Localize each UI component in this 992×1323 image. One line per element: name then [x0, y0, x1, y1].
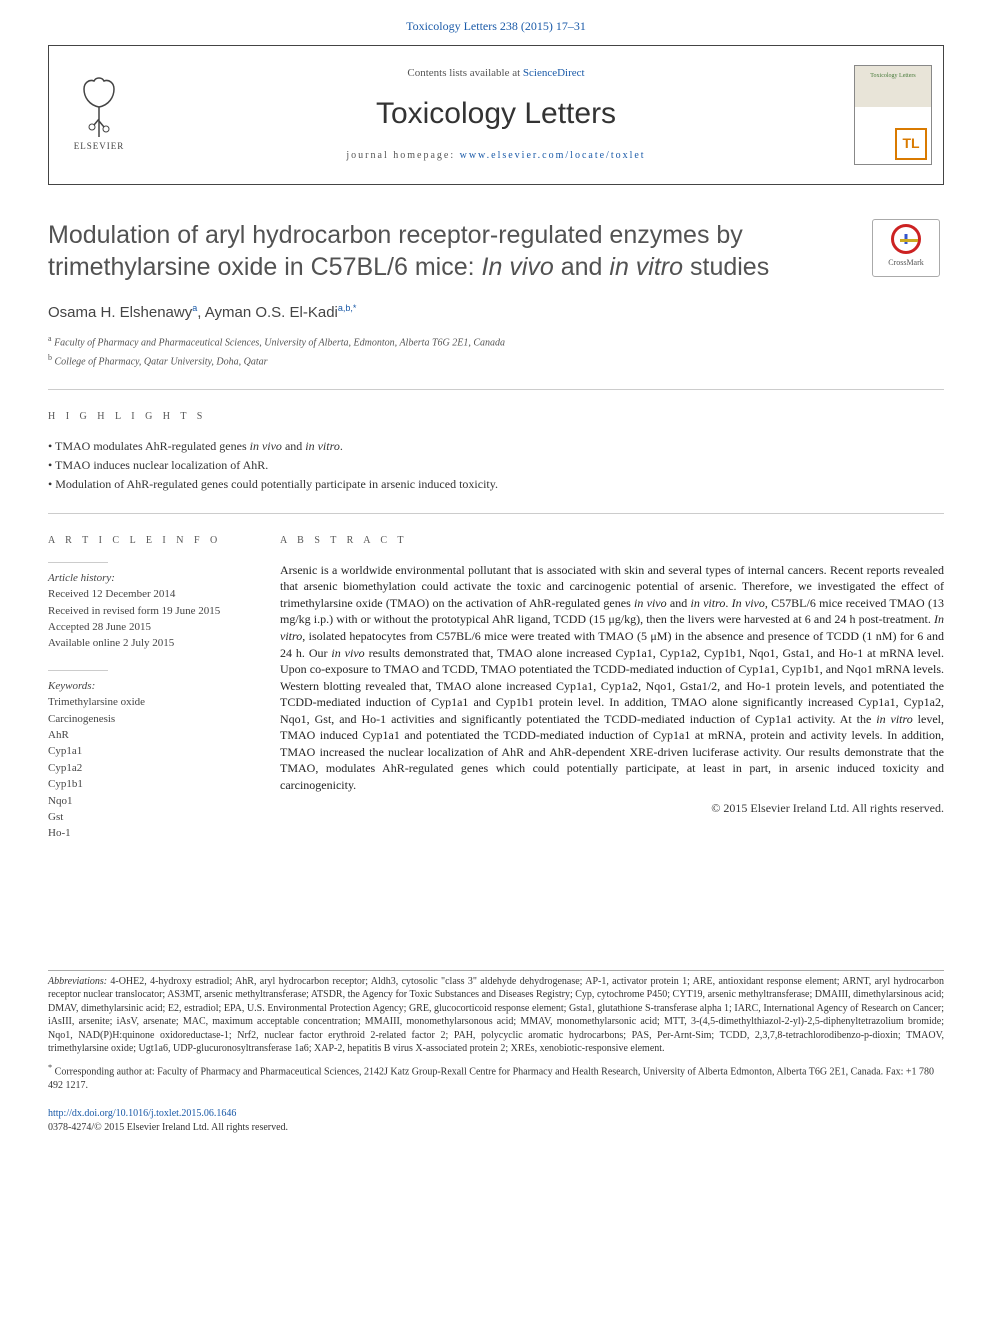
- highlights-section: H I G H L I G H T S TMAO modulates AhR-r…: [48, 410, 944, 492]
- keyword-item: Cyp1b1: [48, 777, 248, 792]
- doi-link[interactable]: http://dx.doi.org/10.1016/j.toxlet.2015.…: [48, 1107, 944, 1121]
- homepage-link[interactable]: www.elsevier.com/locate/toxlet: [460, 150, 646, 161]
- cover-thumbnail: Toxicology Letters TL: [854, 65, 932, 165]
- keywords-list: Trimethylarsine oxideCarcinogenesisAhRCy…: [48, 695, 248, 842]
- volume-issue-link[interactable]: Toxicology Letters 238 (2015) 17–31: [0, 0, 992, 45]
- highlights-label: H I G H L I G H T S: [48, 410, 944, 424]
- journal-cover: Toxicology Letters TL: [843, 59, 943, 171]
- crossmark-label: CrossMark: [873, 257, 939, 268]
- rule-short: [48, 670, 108, 671]
- corr-text: Corresponding author at: Faculty of Phar…: [48, 1066, 934, 1091]
- crossmark-badge[interactable]: CrossMark: [872, 219, 940, 277]
- keywords-label: Keywords:: [48, 679, 248, 694]
- author-2-sup: a,b,*: [338, 303, 357, 313]
- abbrev-text: 4-OHE2, 4-hydroxy estradiol; AhR, aryl h…: [48, 976, 944, 1055]
- author-1: Osama H. Elshenawy: [48, 304, 192, 321]
- author-1-sup: a: [192, 303, 197, 313]
- authors-line: Osama H. Elshenawya, Ayman O.S. El-Kadia…: [48, 302, 944, 323]
- abbrev-label: Abbreviations:: [48, 976, 107, 987]
- crossmark-container: CrossMark: [872, 219, 944, 284]
- abstract-copyright: © 2015 Elsevier Ireland Ltd. All rights …: [280, 800, 944, 817]
- title-line2: trimethylarsine oxide in C57BL/6 mice:: [48, 253, 482, 281]
- title-mid: and: [554, 253, 610, 281]
- cover-tl-badge: TL: [895, 128, 927, 160]
- keyword-item: Gst: [48, 810, 248, 825]
- aff-b-text: College of Pharmacy, Qatar University, D…: [55, 356, 268, 367]
- received-date: Received 12 December 2014: [48, 587, 248, 602]
- keyword-item: Trimethylarsine oxide: [48, 695, 248, 710]
- sciencedirect-link[interactable]: ScienceDirect: [523, 67, 585, 79]
- keyword-item: Ho-1: [48, 826, 248, 841]
- cover-title-text: Toxicology Letters: [855, 72, 931, 80]
- revised-date: Received in revised form 19 June 2015: [48, 604, 248, 619]
- keyword-item: Cyp1a2: [48, 761, 248, 776]
- highlight-item: TMAO induces nuclear localization of AhR…: [48, 457, 944, 474]
- info-label: A R T I C L E I N F O: [48, 534, 248, 548]
- article-title: Modulation of aryl hydrocarbon receptor-…: [48, 219, 852, 284]
- title-italic2: in vitro: [609, 253, 683, 281]
- journal-header-box: ELSEVIER Contents lists available at Sci…: [48, 45, 944, 185]
- elsevier-logo: ELSEVIER: [49, 77, 149, 153]
- affiliation-a: a Faculty of Pharmacy and Pharmaceutical…: [48, 333, 944, 350]
- footer-meta: http://dx.doi.org/10.1016/j.toxlet.2015.…: [48, 1107, 944, 1135]
- aff-a-sup: a: [48, 334, 52, 343]
- title-line1: Modulation of aryl hydrocarbon receptor-…: [48, 221, 743, 249]
- crossmark-icon: [891, 224, 921, 254]
- accepted-date: Accepted 28 June 2015: [48, 620, 248, 635]
- online-date: Available online 2 July 2015: [48, 636, 248, 651]
- abstract-column: A B S T R A C T Arsenic is a worldwide e…: [280, 534, 944, 860]
- elsevier-tree-icon: [74, 77, 124, 137]
- title-italic1: In vivo: [482, 253, 554, 281]
- affiliations: a Faculty of Pharmacy and Pharmaceutical…: [48, 333, 944, 370]
- footer-rule: [48, 970, 944, 971]
- issn-line: 0378-4274/© 2015 Elsevier Ireland Ltd. A…: [48, 1121, 944, 1135]
- highlights-list: TMAO modulates AhR-regulated genes in vi…: [48, 438, 944, 492]
- author-2: Ayman O.S. El-Kadi: [205, 304, 338, 321]
- footer-area: Abbreviations: 4-OHE2, 4-hydroxy estradi…: [0, 970, 992, 1135]
- abbreviations: Abbreviations: 4-OHE2, 4-hydroxy estradi…: [48, 975, 944, 1056]
- aff-a-text: Faculty of Pharmacy and Pharmaceutical S…: [54, 337, 505, 348]
- aff-b-sup: b: [48, 353, 52, 362]
- homepage-prefix: journal homepage:: [346, 150, 459, 161]
- rule: [48, 513, 944, 514]
- contents-prefix: Contents lists available at: [407, 67, 522, 79]
- journal-name: Toxicology Letters: [149, 93, 843, 135]
- keywords-block: Keywords: Trimethylarsine oxide Carcinoge…: [48, 679, 248, 842]
- rule: [48, 389, 944, 390]
- header-center: Contents lists available at ScienceDirec…: [149, 66, 843, 163]
- article-history: Article history: Received 12 December 20…: [48, 571, 248, 652]
- highlight-item: Modulation of AhR-regulated genes could …: [48, 476, 944, 493]
- keyword-item: AhR: [48, 728, 248, 743]
- corresponding-author: * Corresponding author at: Faculty of Ph…: [48, 1062, 944, 1093]
- homepage-line: journal homepage: www.elsevier.com/locat…: [149, 149, 843, 163]
- highlight-item: TMAO modulates AhR-regulated genes in vi…: [48, 438, 944, 455]
- article-info-column: A R T I C L E I N F O Article history: R…: [48, 534, 248, 860]
- title-end: studies: [683, 253, 769, 281]
- contents-line: Contents lists available at ScienceDirec…: [149, 66, 843, 81]
- abstract-text: Arsenic is a worldwide environmental pol…: [280, 562, 944, 794]
- history-label: Article history:: [48, 571, 248, 586]
- keyword-item: Carcinogenesis: [48, 712, 248, 727]
- elsevier-label: ELSEVIER: [57, 140, 141, 153]
- abstract-label: A B S T R A C T: [280, 534, 944, 548]
- keyword-item: Nqo1: [48, 794, 248, 809]
- keyword-item: Cyp1a1: [48, 744, 248, 759]
- affiliation-b: b College of Pharmacy, Qatar University,…: [48, 352, 944, 369]
- rule-short: [48, 562, 108, 563]
